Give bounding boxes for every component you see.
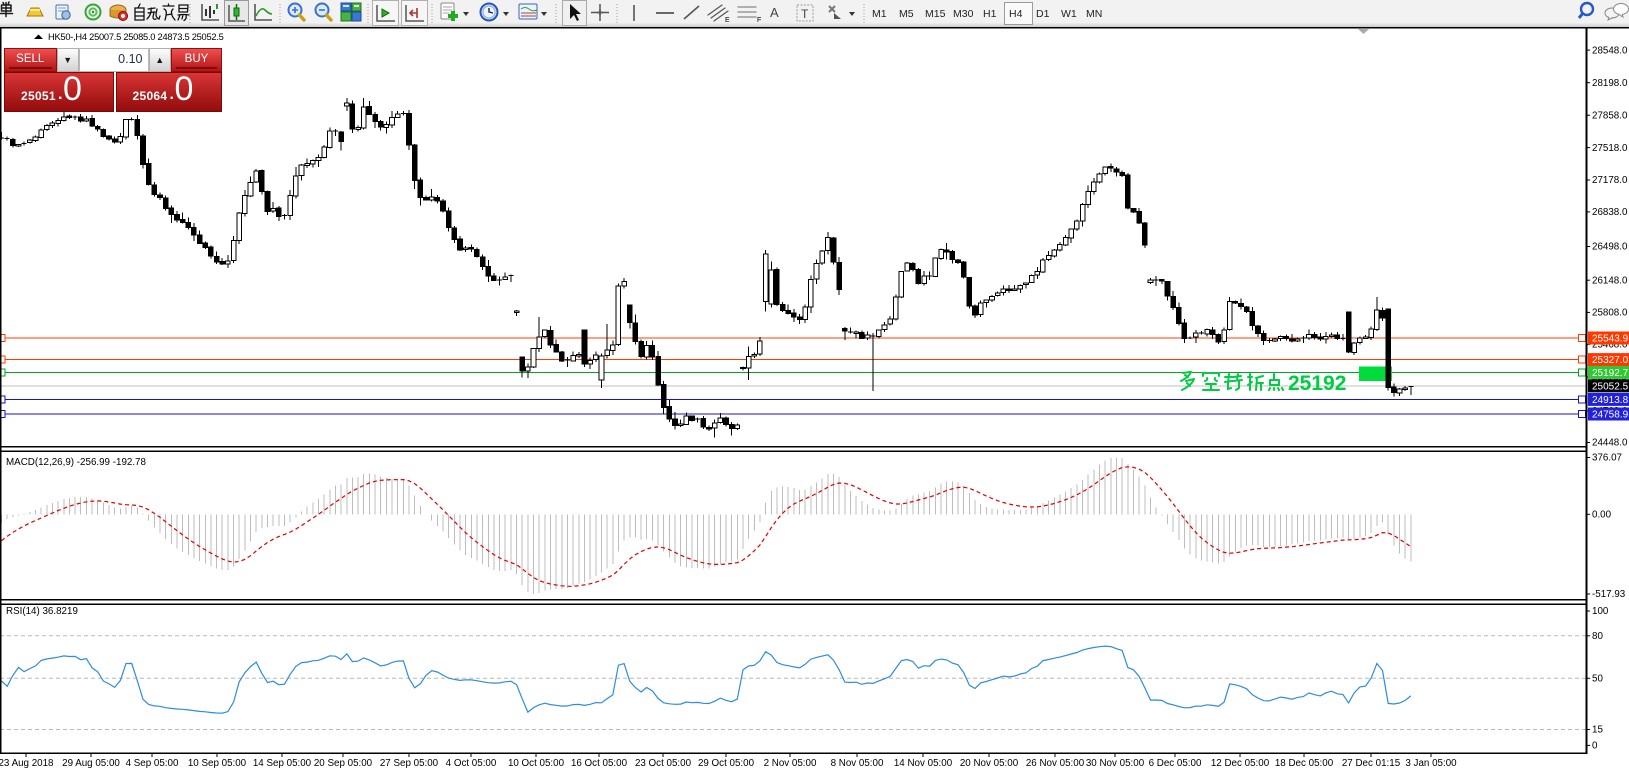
svg-text:10 Oct 05:00: 10 Oct 05:00 [508, 758, 565, 769]
svg-text:80: 80 [1592, 631, 1603, 642]
svg-text:W1: W1 [1061, 8, 1077, 20]
svg-text:26 Nov 05:00: 26 Nov 05:00 [1026, 758, 1085, 769]
svg-text:27 Sep 05:00: 27 Sep 05:00 [380, 758, 439, 769]
svg-text:27858.0: 27858.0 [1592, 110, 1628, 121]
svg-text:0: 0 [1592, 741, 1598, 752]
svg-text:6 Dec 05:00: 6 Dec 05:00 [1149, 758, 1202, 769]
svg-text:H1: H1 [983, 8, 997, 20]
svg-text:23 Oct 05:00: 23 Oct 05:00 [635, 758, 692, 769]
svg-text:0.00: 0.00 [1592, 510, 1612, 521]
svg-text:8 Nov 05:00: 8 Nov 05:00 [831, 758, 884, 769]
svg-text:20 Sep 05:00: 20 Sep 05:00 [314, 758, 373, 769]
svg-text:10 Sep 05:00: 10 Sep 05:00 [188, 758, 247, 769]
svg-text:27 Dec 01:15: 27 Dec 01:15 [1342, 758, 1401, 769]
svg-text:29 Oct 05:00: 29 Oct 05:00 [698, 758, 755, 769]
svg-text:29 Aug 05:00: 29 Aug 05:00 [62, 758, 120, 769]
svg-text:30 Nov 05:00: 30 Nov 05:00 [1086, 758, 1145, 769]
svg-text:25052.5: 25052.5 [1592, 381, 1629, 392]
svg-text:25808.0: 25808.0 [1592, 308, 1628, 319]
svg-text:24913.8: 24913.8 [1592, 395, 1629, 406]
svg-text:24448.0: 24448.0 [1592, 438, 1628, 449]
svg-text:25192.7: 25192.7 [1592, 368, 1629, 379]
svg-text:M1: M1 [872, 8, 887, 20]
svg-text:-517.93: -517.93 [1592, 589, 1626, 600]
svg-text:376.07: 376.07 [1592, 453, 1622, 464]
svg-text:26498.0: 26498.0 [1592, 242, 1628, 253]
svg-text:26838.0: 26838.0 [1592, 207, 1628, 218]
svg-text:M30: M30 [953, 8, 974, 20]
svg-text:D1: D1 [1036, 8, 1050, 20]
svg-text:A: A [770, 5, 779, 20]
svg-text:2 Nov 05:00: 2 Nov 05:00 [764, 758, 817, 769]
svg-text:28198.0: 28198.0 [1592, 78, 1628, 89]
svg-text:25468.0: 25468.0 [1592, 340, 1628, 351]
svg-text:25327.0: 25327.0 [1592, 355, 1629, 366]
svg-text:3 Jan 05:00: 3 Jan 05:00 [1405, 758, 1457, 769]
svg-text:14 Nov 05:00: 14 Nov 05:00 [894, 758, 953, 769]
svg-text:HK50-,H4 25007.5 25085.0 2487: HK50-,H4 25007.5 25085.0 24873.5 25052.5 [48, 32, 224, 42]
svg-text:27518.0: 27518.0 [1592, 143, 1628, 154]
svg-text:50: 50 [1592, 674, 1603, 685]
svg-text:4 Oct 05:00: 4 Oct 05:00 [446, 758, 497, 769]
svg-text:15: 15 [1592, 725, 1603, 736]
svg-text:M5: M5 [899, 8, 914, 20]
svg-text:MN: MN [1086, 8, 1102, 20]
svg-text:E: E [725, 17, 730, 24]
svg-text:100: 100 [1592, 606, 1609, 617]
svg-text:T: T [801, 7, 809, 21]
svg-text:M15: M15 [925, 8, 946, 20]
svg-text:MACD(12,26,9) -256.99 -192.78: MACD(12,26,9) -256.99 -192.78 [6, 457, 147, 468]
svg-text:25543.9: 25543.9 [1592, 334, 1629, 345]
svg-text:14 Sep 05:00: 14 Sep 05:00 [253, 758, 312, 769]
svg-text:28548.0: 28548.0 [1592, 45, 1628, 56]
svg-text:20 Nov 05:00: 20 Nov 05:00 [960, 758, 1019, 769]
svg-text:26148.0: 26148.0 [1592, 275, 1628, 286]
svg-text:H4: H4 [1009, 8, 1023, 20]
svg-text:25192: 25192 [1288, 372, 1346, 395]
svg-text:27178.0: 27178.0 [1592, 175, 1628, 186]
svg-text:4 Sep 05:00: 4 Sep 05:00 [126, 758, 179, 769]
svg-text:24758.9: 24758.9 [1592, 410, 1629, 421]
svg-text:16 Oct 05:00: 16 Oct 05:00 [571, 758, 628, 769]
svg-text:18 Dec 05:00: 18 Dec 05:00 [1275, 758, 1334, 769]
svg-text:RSI(14) 36.8219: RSI(14) 36.8219 [6, 606, 78, 617]
svg-text:F: F [757, 17, 761, 24]
svg-text:23 Aug 2018: 23 Aug 2018 [0, 758, 54, 769]
svg-text:12 Dec 05:00: 12 Dec 05:00 [1211, 758, 1270, 769]
